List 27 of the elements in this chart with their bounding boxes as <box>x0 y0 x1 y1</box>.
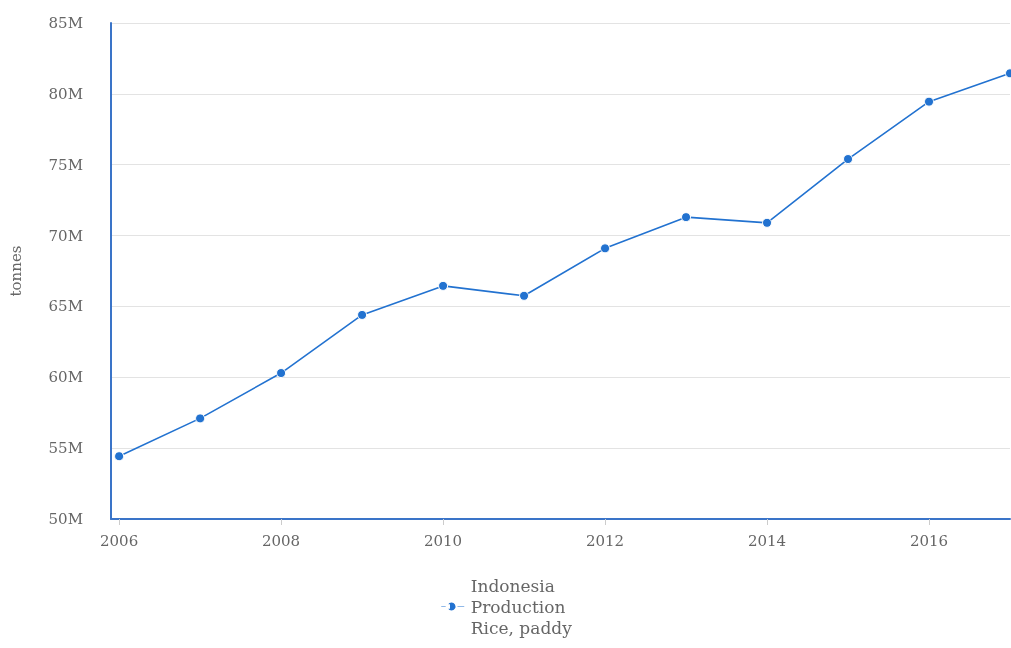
y-axis-title: tonnes <box>6 245 25 297</box>
x-tick-label: 2012 <box>585 531 625 550</box>
y-tick-label: 75M <box>48 155 83 174</box>
y-tick-label: 60M <box>48 368 83 387</box>
x-tick-label: 2006 <box>100 531 139 550</box>
y-tick-label: 80M <box>48 84 83 103</box>
y-tick-label: 85M <box>48 14 83 32</box>
y-tick-label: 50M <box>48 510 83 528</box>
legend-label: Indonesia Production Rice, paddy <box>470 575 573 638</box>
point <box>114 451 125 462</box>
point <box>600 243 611 254</box>
y-tick-label: 55M <box>48 439 83 458</box>
point <box>843 154 854 165</box>
x-tick-label: 2016 <box>909 531 949 550</box>
y-tick-label: 65M <box>48 297 83 316</box>
y-tick-label: 70M <box>48 226 83 245</box>
point <box>276 368 287 379</box>
point <box>681 212 692 223</box>
x-tick-label: 2010 <box>423 531 463 550</box>
point <box>519 290 530 301</box>
point <box>195 413 206 424</box>
x-tick-label: 2008 <box>261 531 301 550</box>
point <box>762 217 773 228</box>
x-tick-label: 2014 <box>747 531 787 550</box>
point <box>357 309 368 320</box>
point <box>438 280 449 291</box>
point <box>924 96 935 107</box>
